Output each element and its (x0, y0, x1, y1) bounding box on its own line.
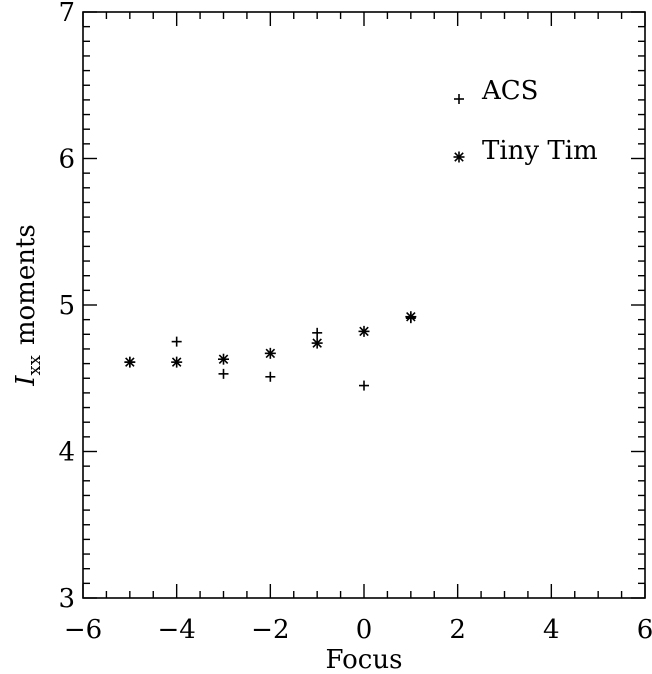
x-tick-label: −2 (251, 615, 289, 645)
acs-point (312, 327, 323, 338)
x-tick-label: 0 (356, 615, 373, 645)
tiny-tim-point (358, 325, 370, 337)
tiny-tim-point (124, 356, 136, 368)
y-axis-title-text: moments (11, 224, 41, 345)
y-tick-labels: 3 4 5 6 7 (58, 0, 75, 614)
svg-text:Ixxmoments: Ixx moments (11, 224, 45, 386)
x-tick-labels: −6 −4 −2 0 2 4 6 (64, 615, 652, 645)
acs-point (218, 368, 229, 379)
x-tick-label: 2 (449, 615, 466, 645)
x-tick-label: −6 (64, 615, 102, 645)
legend-marker-star-icon (453, 151, 465, 163)
legend-label-tiny-tim: Tiny Tim (482, 136, 598, 166)
y-tick-label: 5 (58, 291, 75, 321)
legend-marker-plus-icon (454, 94, 464, 104)
acs-point (265, 371, 276, 382)
legend-star-mark (453, 151, 465, 163)
x-tick-label: 6 (637, 615, 652, 645)
y-tick-label: 7 (58, 0, 75, 28)
y-tick-label: 4 (58, 438, 75, 468)
y-axis-title-subscript: xx (24, 355, 45, 375)
legend-item-tiny-tim: Tiny Tim (453, 136, 598, 166)
y-tick-label: 3 (58, 584, 75, 614)
legend: ACS Tiny Tim (453, 76, 598, 166)
legend-plus-mark (454, 94, 464, 104)
tiny-tim-point (311, 337, 323, 349)
axis-ticks (82, 11, 646, 599)
tiny-tim-point (218, 353, 229, 365)
tiny-tim-point (264, 347, 276, 359)
y-axis-title: Ixx moments (11, 224, 45, 386)
acs-point (171, 336, 182, 347)
plot-area-border (82, 11, 646, 599)
plot-frame (82, 11, 646, 599)
legend-label-acs: ACS (481, 76, 538, 106)
y-tick-label: 6 (58, 145, 75, 175)
y-axis-title-symbol: I (11, 375, 41, 387)
x-tick-label: 4 (543, 615, 560, 645)
legend-item-acs: ACS (454, 76, 538, 106)
x-axis-title: Focus (326, 645, 403, 674)
tiny-tim-point (171, 356, 183, 368)
acs-point (359, 380, 369, 391)
tiny-tim-point (405, 311, 417, 323)
x-tick-label: −4 (158, 615, 196, 645)
data-marks (124, 311, 417, 391)
